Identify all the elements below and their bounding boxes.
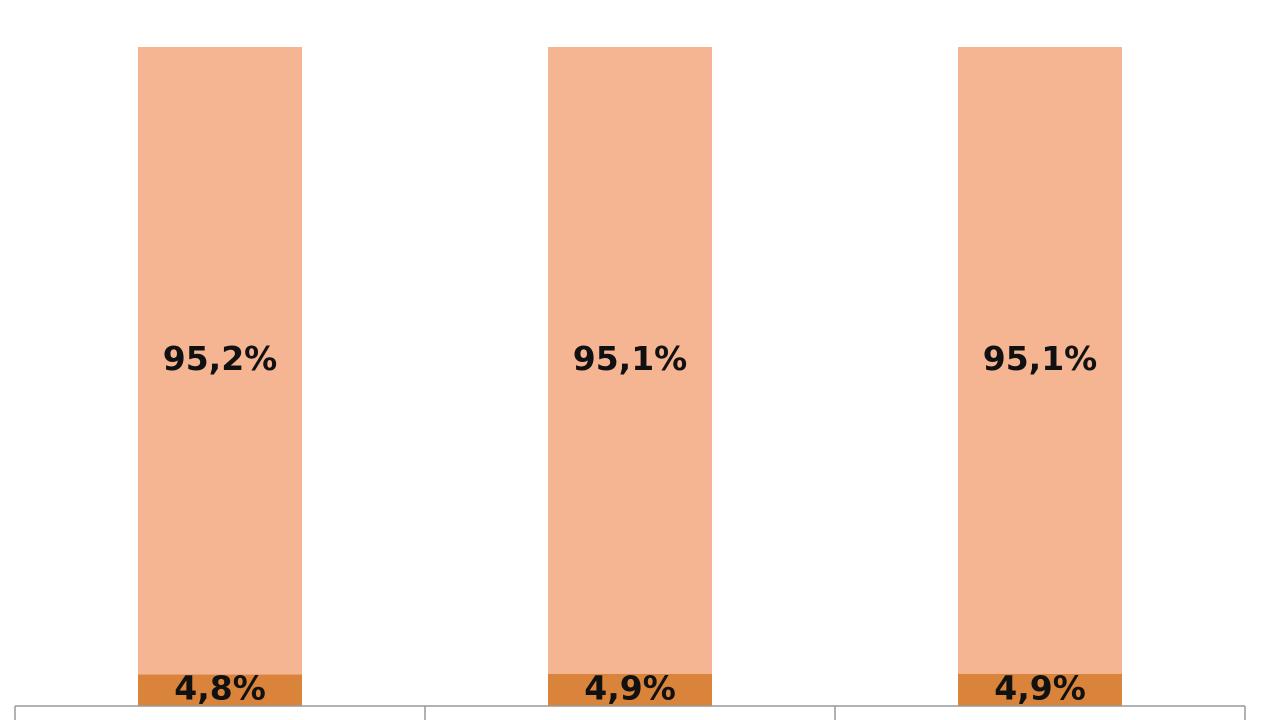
value-label: 4,9%	[584, 668, 676, 707]
bar-segment	[958, 47, 1122, 674]
bar-segment	[138, 47, 302, 675]
bar-segment	[548, 47, 712, 674]
bar-segment	[138, 674, 302, 706]
value-label: 4,9%	[994, 668, 1086, 707]
value-label: 95,2%	[163, 339, 278, 378]
value-label: 95,1%	[573, 339, 688, 378]
value-label: 95,1%	[983, 339, 1098, 378]
bar-segment	[958, 673, 1122, 706]
bar-segment	[548, 673, 712, 706]
value-label: 4,8%	[174, 669, 266, 708]
